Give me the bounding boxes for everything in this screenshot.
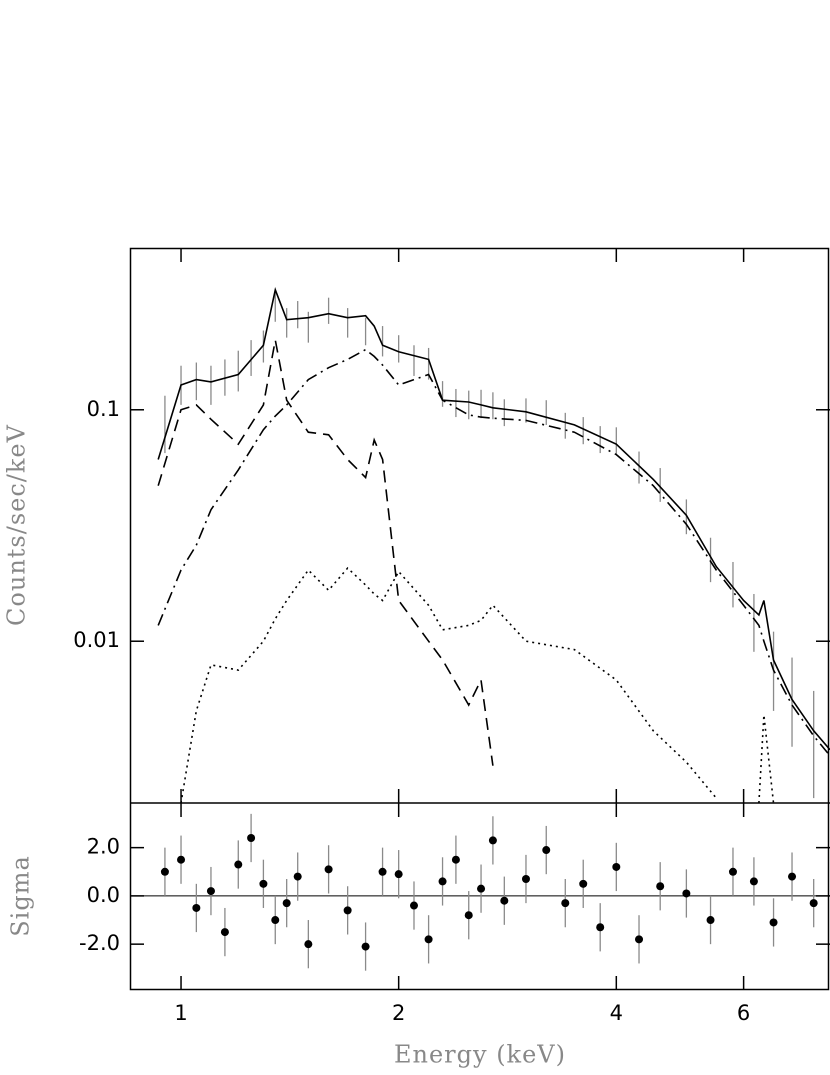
residual-point (324, 865, 333, 874)
x-tick-label: 2 (392, 1001, 405, 1025)
y-tick-label: 0.1 (87, 397, 120, 421)
residual-point (612, 862, 621, 871)
residual-point (343, 906, 352, 915)
spectrum-plot (157, 286, 830, 803)
residual-point (477, 884, 486, 893)
residual-point (561, 899, 570, 908)
y-tick-label: 0.0 (87, 883, 120, 907)
x-axis-label: Energy (keV) (394, 1041, 566, 1069)
model-line (157, 286, 830, 751)
residual-point (160, 867, 169, 876)
residual-point (247, 833, 256, 842)
residual-point (579, 879, 588, 888)
residual-point (234, 860, 243, 869)
residual-point (378, 867, 387, 876)
residual-plot (130, 813, 830, 971)
x-tick-label: 4 (610, 1001, 623, 1025)
residual-point (596, 923, 605, 932)
residual-point (809, 899, 818, 908)
residual-point (656, 882, 665, 891)
frame (129, 247, 830, 991)
residual-point (424, 935, 433, 944)
residual-point (500, 896, 509, 905)
x-tick-label: 6 (737, 1001, 750, 1025)
residual-point (451, 855, 460, 864)
residual-point (488, 836, 497, 845)
y-tick-label: -2.0 (79, 931, 120, 955)
residual-point (749, 877, 758, 886)
residual-point (206, 887, 215, 896)
y-tick-label: 2.0 (87, 835, 120, 859)
residual-point (728, 867, 737, 876)
residual-point (177, 855, 186, 864)
x-tick-label: 1 (174, 1001, 187, 1025)
residual-point (293, 872, 302, 881)
residual-point (635, 935, 644, 944)
axes: 0.01 0.1 1 2 4 6 2.0 0.0 -2.0 (73, 248, 830, 1025)
y-tick-label: 0.01 (73, 628, 120, 652)
residual-point (394, 870, 403, 879)
residual-point (282, 899, 291, 908)
y-axis-label: Sigma (7, 855, 35, 937)
residual-point (682, 889, 691, 898)
residual-point (304, 940, 313, 949)
residual-point (542, 846, 551, 855)
residual-point (220, 928, 229, 937)
residual-point (259, 879, 268, 888)
y-axis-label: Counts/sec/keV (3, 424, 31, 626)
model-line (157, 339, 494, 766)
residual-point (706, 916, 715, 925)
model-line (157, 348, 830, 757)
residual-point (788, 872, 797, 881)
residual-point (438, 877, 447, 886)
residual-point (409, 901, 418, 910)
residual-point (464, 911, 473, 920)
residual-point (521, 875, 530, 884)
residual-point (361, 942, 370, 951)
residual-point (271, 916, 280, 925)
residual-point (769, 918, 778, 927)
residual-point (192, 903, 201, 912)
model-line (180, 566, 775, 803)
